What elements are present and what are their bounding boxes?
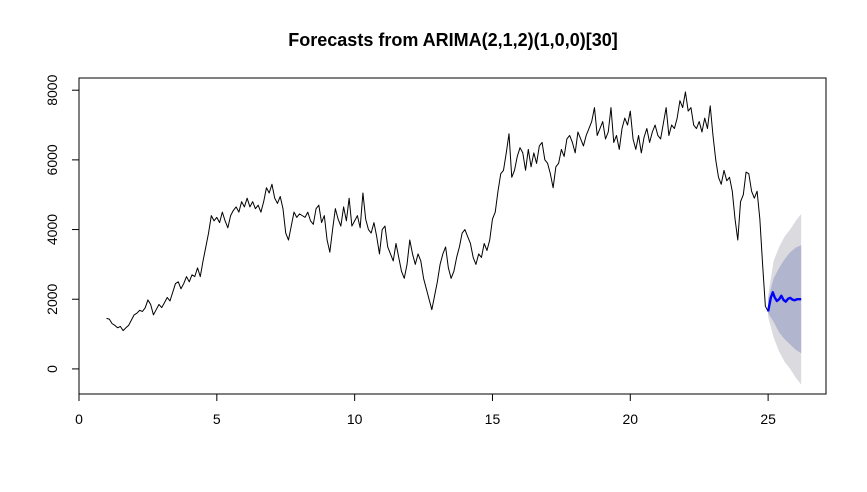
y-tick-label: 0 <box>44 365 60 373</box>
x-tick-label: 5 <box>213 411 221 427</box>
x-axis: 0 5 10 15 20 25 <box>75 393 776 427</box>
y-tick-label: 2000 <box>44 283 60 314</box>
forecast-line <box>766 291 802 312</box>
series-lines <box>106 91 802 332</box>
x-tick-label: 10 <box>347 411 363 427</box>
x-tick-label: 20 <box>623 411 639 427</box>
y-tick-label: 8000 <box>44 74 60 105</box>
x-tick-label: 15 <box>485 411 501 427</box>
chart-title: Forecasts from ARIMA(2,1,2)(1,0,0)[30] <box>288 30 617 50</box>
x-tick-label: 25 <box>760 411 776 427</box>
y-tick-label: 6000 <box>44 144 60 175</box>
x-tick-label: 0 <box>75 411 83 427</box>
history-line <box>106 91 769 332</box>
prediction-intervals <box>768 213 802 385</box>
y-tick-label: 4000 <box>44 214 60 245</box>
y-axis: 0 2000 4000 6000 8000 <box>44 74 80 373</box>
interval-band-80 <box>768 245 802 354</box>
plot-frame <box>78 77 827 395</box>
